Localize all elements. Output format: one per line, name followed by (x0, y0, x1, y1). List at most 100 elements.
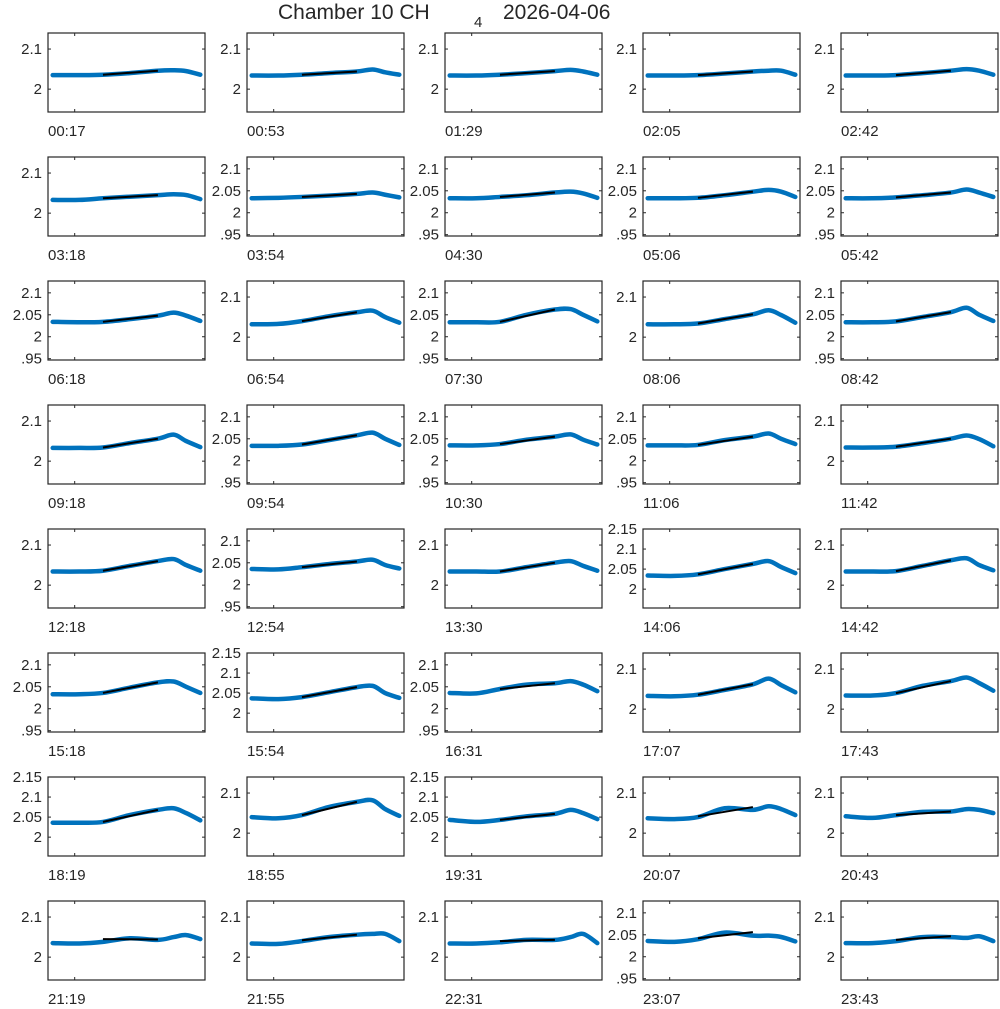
y-tick-label: 2 (34, 949, 42, 966)
fit-line (895, 311, 952, 323)
y-tick-label: .95 (418, 227, 439, 244)
y-tick-label: 2.1 (814, 909, 835, 926)
y-tick-label: 2.1 (616, 905, 637, 922)
fit-line (895, 437, 952, 448)
subplot-time-label: 20:07 (643, 867, 681, 884)
y-tick-label: 2.05 (212, 555, 241, 572)
y-tick-label: 2.1 (616, 41, 637, 58)
y-tick-label: 2.1 (418, 41, 439, 58)
subplot-1631: .95 2 2.05 2.1 16:31 (410, 652, 603, 760)
subplot-time-label: 02:05 (643, 123, 681, 140)
subplot-0542: .95 2 2.05 2.1 05:42 (806, 156, 999, 264)
subplot-time-label: 04:30 (445, 247, 483, 264)
subplot-1554: 2 2.05 2.1 2.15 15:54 (212, 645, 405, 760)
y-tick-label: 2 (431, 81, 439, 98)
subplot-time-label: 14:42 (841, 619, 879, 636)
y-tick-label: 2 (233, 577, 241, 594)
y-tick-label: 2.05 (212, 431, 241, 448)
y-tick-label: 2.05 (13, 307, 42, 324)
subplot-time-label: 22:31 (445, 991, 483, 1008)
axes-box (840, 900, 999, 981)
y-tick-label: 2.1 (21, 537, 42, 554)
y-tick-label: 2.1 (418, 657, 439, 674)
fit-line (301, 70, 357, 76)
y-tick-label: 2 (431, 949, 439, 966)
y-tick-label: 2 (629, 81, 637, 98)
y-tick-label: 2.1 (616, 289, 637, 306)
subplot-time-label: 06:18 (48, 371, 86, 388)
subplot-1030: .95 2 2.05 2.1 10:30 (410, 404, 603, 512)
fit-line (895, 191, 951, 199)
y-tick-label: 2 (629, 825, 637, 842)
y-tick-label: 2.05 (13, 679, 42, 696)
subplot-1819: 2 2.05 2.1 2.15 18:19 (13, 769, 206, 884)
y-tick-label: 2.1 (418, 537, 439, 554)
y-tick-label: 2.05 (608, 183, 637, 200)
subplot-time-label: 16:31 (445, 743, 483, 760)
subplot-0918: 2 2.1 09:18 (21, 404, 206, 512)
subplot-1218: 2 2.1 12:18 (21, 528, 206, 636)
subplot-0129: 2 2.1 01:29 (418, 32, 603, 140)
subplot-1106: .95 2 2.05 2.1 11:06 (608, 404, 801, 512)
subplot-0842: .95 2 2.05 2.1 08:42 (806, 280, 999, 388)
y-tick-label: .95 (616, 971, 637, 988)
fit-line (499, 682, 556, 690)
fit-line (301, 686, 358, 699)
subplot-time-label: 07:30 (445, 371, 483, 388)
fit-line (102, 560, 159, 572)
y-tick-label: 2 (431, 205, 439, 222)
y-tick-label: 2.1 (418, 409, 439, 426)
y-tick-label: 2.15 (13, 769, 42, 786)
fit-line (102, 69, 158, 76)
subplot-time-label: 02:42 (841, 123, 879, 140)
y-tick-label: 2 (629, 581, 637, 598)
y-tick-label: 2.1 (220, 41, 241, 58)
subplot-1406: 2 2.05 2.1 2.15 14:06 (608, 521, 801, 636)
subplot-0806: 2 2.1 08:06 (616, 280, 801, 388)
title-text: Chamber 10 CH (278, 1, 430, 24)
y-tick-label: 2 (827, 825, 835, 842)
axes-box (642, 776, 801, 857)
subplot-0053: 2 2.1 00:53 (220, 32, 405, 140)
y-tick-label: 2.1 (616, 541, 637, 558)
fit-line (697, 435, 754, 446)
subplot-time-label: 14:06 (643, 619, 681, 636)
y-tick-label: 2.15 (212, 645, 241, 662)
subplot-time-label: 00:53 (247, 123, 285, 140)
y-tick-label: 2 (827, 701, 835, 718)
y-tick-label: 2.1 (814, 537, 835, 554)
y-tick-label: 2 (827, 949, 835, 966)
y-tick-label: 2.1 (21, 657, 42, 674)
subplot-time-label: 09:54 (247, 495, 285, 512)
subplot-time-label: 12:18 (48, 619, 86, 636)
subplot-time-label: 06:54 (247, 371, 285, 388)
fit-line (499, 308, 556, 323)
subplot-time-label: 13:30 (445, 619, 483, 636)
fit-line (697, 683, 754, 696)
subplot-time-label: 00:17 (48, 123, 86, 140)
fit-line (895, 69, 951, 77)
y-tick-label: .95 (616, 475, 637, 492)
y-tick-label: 2 (34, 577, 42, 594)
y-tick-label: 2 (34, 205, 42, 222)
subplot-1330: 2 2.1 13:30 (418, 528, 603, 636)
y-tick-label: 2 (827, 453, 835, 470)
fit-line (102, 437, 159, 449)
fit-line (102, 808, 159, 823)
subplot-0242: 2 2.1 02:42 (814, 32, 999, 140)
y-tick-label: 2.1 (418, 909, 439, 926)
y-tick-label: .95 (814, 351, 835, 368)
y-tick-label: 2.1 (21, 789, 42, 806)
y-tick-label: 2.1 (220, 909, 241, 926)
subplot-0205: 2 2.1 02:05 (616, 32, 801, 140)
subplot-0354: .95 2 2.05 2.1 03:54 (212, 156, 405, 264)
y-tick-label: .95 (220, 227, 241, 244)
axes-box (246, 900, 405, 981)
subplot-time-label: 08:06 (643, 371, 681, 388)
fit-line (301, 434, 358, 446)
subplot-time-label: 17:43 (841, 743, 879, 760)
axes-box (840, 652, 999, 733)
y-tick-label: 2 (431, 829, 439, 846)
subplot-0954: .95 2 2.05 2.1 09:54 (212, 404, 405, 512)
y-tick-label: 2 (827, 329, 835, 346)
